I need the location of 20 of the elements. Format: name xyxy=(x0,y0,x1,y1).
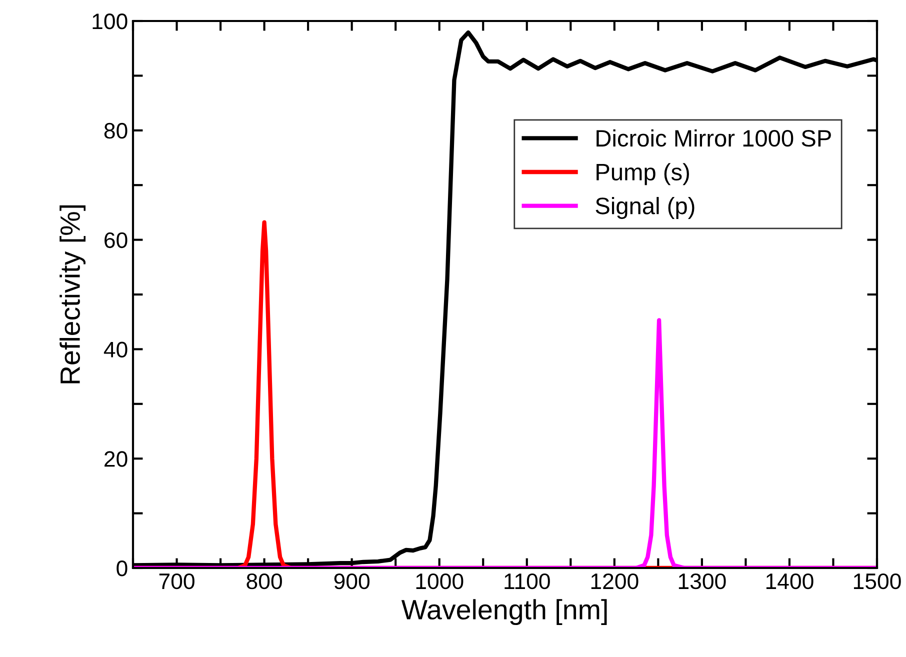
x-tick-label: 1500 xyxy=(854,573,901,590)
legend-label: Dicroic Mirror 1000 SP xyxy=(596,129,831,147)
x-axis-title: Wavelength [nm] xyxy=(401,599,607,626)
legend-label: Signal (p) xyxy=(596,196,694,219)
x-tick-label: 1400 xyxy=(766,573,814,590)
y-tick-label: 0 xyxy=(116,560,128,576)
x-tick-label: 900 xyxy=(334,573,370,590)
y-tick-label: 80 xyxy=(104,122,128,139)
x-tick-label: 1100 xyxy=(504,573,550,590)
legend-label: Pump (s) xyxy=(596,163,689,186)
x-tick-label: 800 xyxy=(246,573,282,590)
x-tick-label: 1200 xyxy=(591,573,638,590)
y-tick-label: 100 xyxy=(92,14,128,30)
x-tick-label: 1300 xyxy=(678,573,726,590)
x-tick-label: 700 xyxy=(159,573,194,590)
x-tick-label: 1000 xyxy=(416,573,464,590)
y-tick-label: 60 xyxy=(104,232,128,248)
y-tick-label: 40 xyxy=(104,342,128,358)
y-tick-label: 20 xyxy=(104,451,128,467)
y-axis-title: Reflectivity [%] xyxy=(60,205,86,384)
